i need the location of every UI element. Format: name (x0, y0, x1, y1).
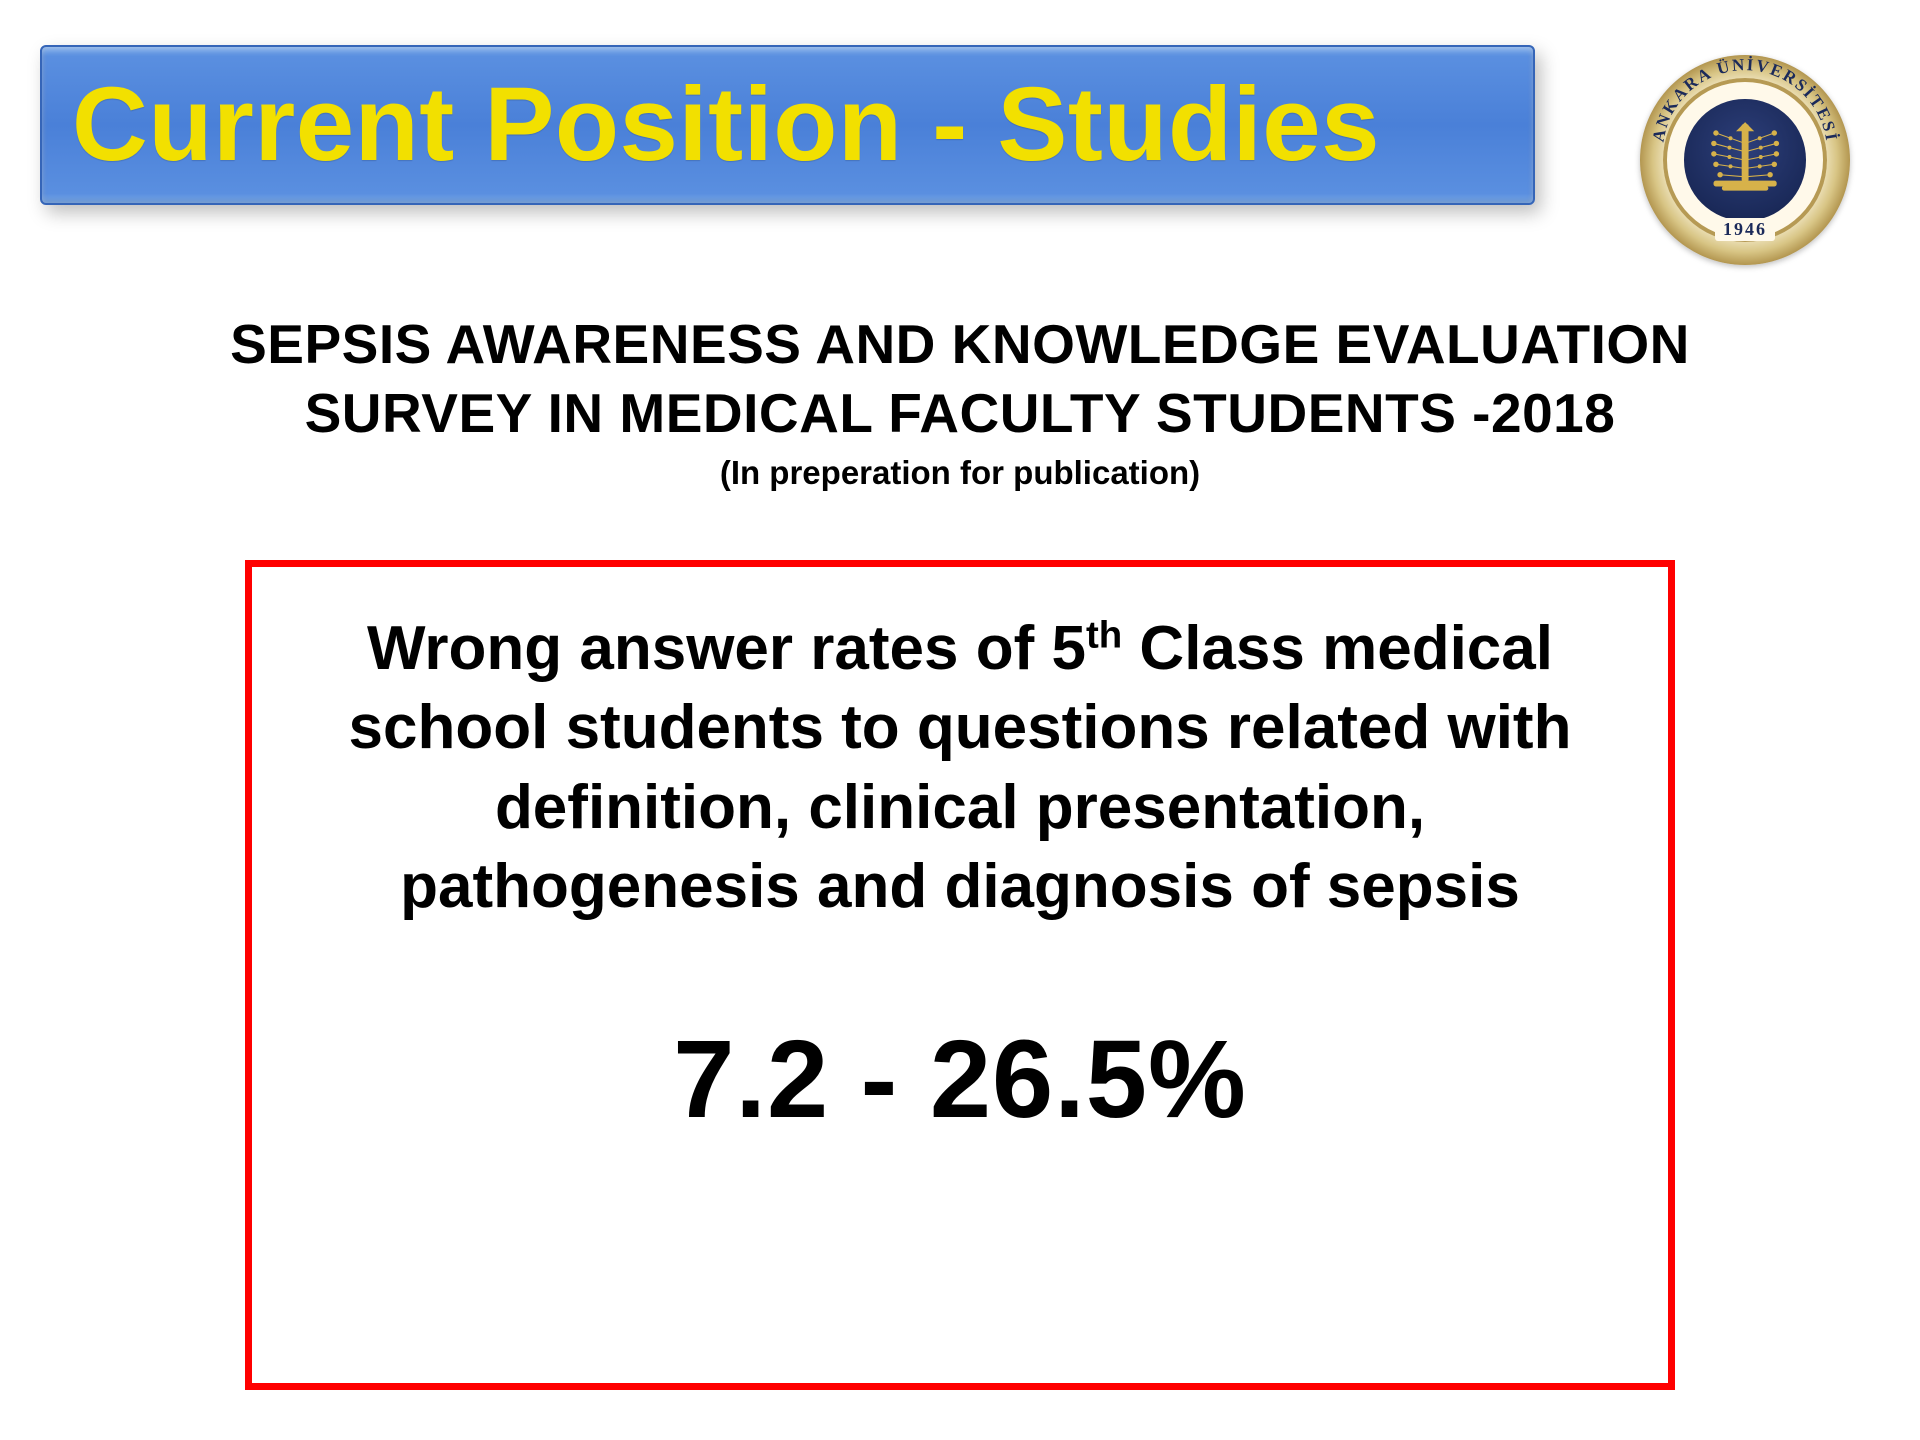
heading-line-1: SEPSIS AWARENESS AND KNOWLEDGE EVALUATIO… (90, 310, 1830, 379)
result-description: Wrong answer rates of 5th Class medical … (302, 609, 1618, 926)
title-bar-text: Current Position - Studies (72, 65, 1380, 185)
university-logo: ANKARA ÜNİVERSİTESİ (1640, 55, 1850, 265)
logo-emblem-icon (1693, 108, 1797, 212)
heading-sub: (In preperation for publication) (90, 454, 1830, 492)
title-bar: Current Position - Studies (40, 45, 1535, 205)
study-heading: SEPSIS AWARENESS AND KNOWLEDGE EVALUATIO… (0, 310, 1920, 492)
result-desc-pre: Wrong answer rates of 5 (367, 614, 1086, 683)
result-desc-sup: th (1086, 613, 1122, 656)
logo-outer-ring: ANKARA ÜNİVERSİTESİ (1640, 55, 1850, 265)
logo-inner-navy (1684, 99, 1805, 220)
result-percent-value: 7.2 - 26.5% (673, 1016, 1247, 1143)
logo-year: 1946 (1715, 218, 1775, 241)
heading-line-2: SURVEY IN MEDICAL FACULTY STUDENTS -2018 (90, 379, 1830, 448)
result-callout-box: Wrong answer rates of 5th Class medical … (245, 560, 1675, 1390)
